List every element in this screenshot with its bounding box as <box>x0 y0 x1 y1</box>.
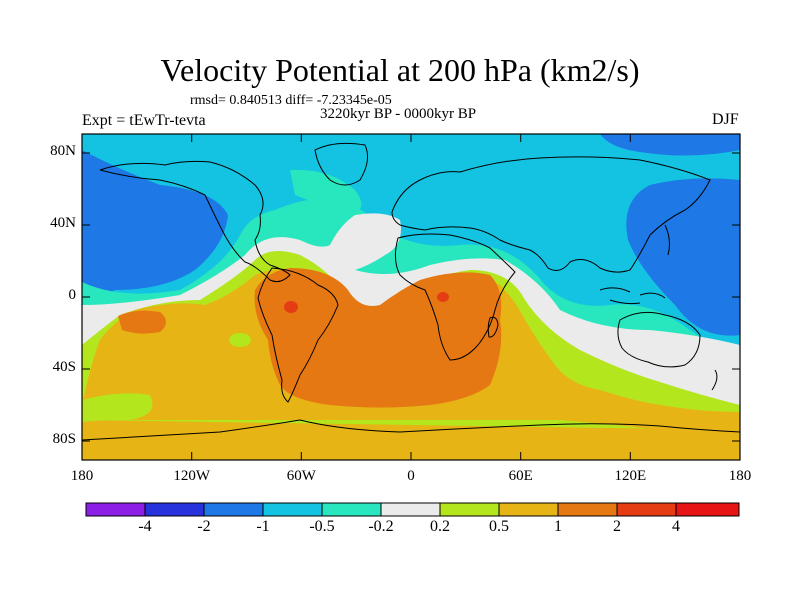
stats-label: rmsd= 0.840513 diff= -7.23345e-05 <box>190 93 392 108</box>
y-tick-label: 80S <box>52 431 76 447</box>
colorbar-swatch <box>498 502 559 517</box>
y-tick-label: 40S <box>52 359 76 375</box>
contour-blue-northpacific <box>82 150 228 295</box>
experiment-label: Expt = tEwTr-tevta <box>82 112 206 129</box>
y-tick-label: 40N <box>50 215 76 231</box>
contour-red-africa <box>437 292 449 302</box>
coastlines <box>82 142 740 441</box>
map-title: Velocity Potential at 200 hPa (km2/s) <box>160 52 640 88</box>
y-tick-label: 0 <box>68 287 77 303</box>
colorbar-swatch <box>380 502 441 517</box>
contour-blue-westpacific <box>626 178 740 336</box>
coast-south-america <box>257 267 339 403</box>
colorbar-label: 1 <box>554 518 562 535</box>
colorbar-swatch <box>144 502 205 517</box>
axis-ticks <box>81 134 741 460</box>
colorbar-swatch <box>321 502 382 517</box>
colorbar-label: -0.5 <box>309 518 335 535</box>
colorbar-label: -2 <box>197 518 211 535</box>
colorbar-label: 2 <box>613 518 621 535</box>
contour-turquoise-north <box>290 169 362 215</box>
x-tick-label: 60E <box>508 468 533 484</box>
colorbar-label: -1 <box>256 518 270 535</box>
coast-australia <box>617 311 701 368</box>
x-tick-label: 0 <box>407 468 415 484</box>
coast-eurasia <box>391 156 711 273</box>
colorbar-label: 4 <box>672 518 680 535</box>
contour-green-south <box>82 393 153 422</box>
contour-blue-arctic <box>600 134 740 156</box>
colorbar-swatch <box>439 502 500 517</box>
colorbar-swatch <box>675 502 740 517</box>
colorbar <box>85 502 740 517</box>
x-tick-label: 60W <box>286 468 316 484</box>
colorbar-label: 0.5 <box>489 518 509 535</box>
contour-orange-america <box>254 268 502 408</box>
colorbar-swatch <box>262 502 323 517</box>
contour-field <box>82 134 740 460</box>
coast-newzealand <box>711 369 718 391</box>
x-tick-label: 120W <box>173 468 211 484</box>
coast-antarctica <box>82 419 740 441</box>
period-label: 3220kyr BP - 0000kyr BP <box>320 106 477 122</box>
x-tick-label: 120E <box>614 468 647 484</box>
contour-green-blob <box>229 333 251 347</box>
colorbar-swatch <box>557 502 618 517</box>
colorbar-label: 0.2 <box>430 518 450 535</box>
colorbar-swatch <box>85 502 146 517</box>
coast-indonesia <box>599 287 666 305</box>
colorbar-swatch <box>616 502 677 517</box>
contour-orange-pacific <box>118 310 166 334</box>
colorbar-label: -4 <box>138 518 152 535</box>
coast-japan <box>664 224 670 256</box>
colorbar-label: -0.2 <box>368 518 394 535</box>
coast-madagascar <box>487 316 499 338</box>
contour-orange-yellow-south <box>82 420 740 460</box>
coast-africa <box>394 233 516 361</box>
coast-greenland <box>314 142 369 186</box>
colorbar-swatch <box>203 502 264 517</box>
season-label: DJF <box>712 111 739 128</box>
x-tick-label: 180 <box>728 468 752 484</box>
contour-red-brazil <box>284 301 298 313</box>
y-tick-label: 80N <box>50 143 76 159</box>
x-tick-label: 180 <box>70 468 94 484</box>
